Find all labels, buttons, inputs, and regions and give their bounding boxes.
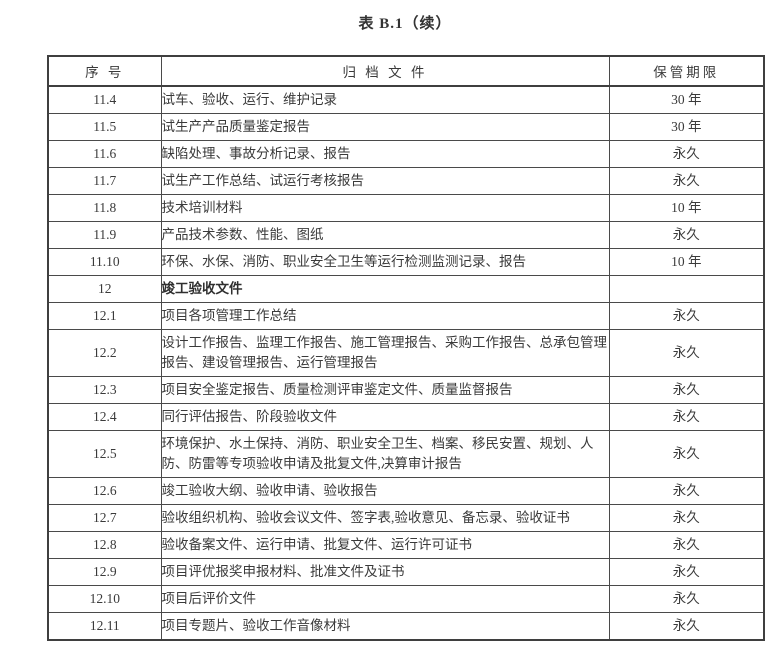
row-retention-period: 永久 [608,612,765,641]
row-document-name: 环境保护、水土保持、消防、职业安全卫生、档案、移民安置、规划、人防、防雷等专项验… [160,430,610,478]
row-document-name: 技术培训材料 [160,194,610,222]
row-document-name: 竣工验收大纲、验收申请、验收报告 [160,477,610,505]
archive-table: 序 号 归 档 文 件 保管期限 11.4 试车、验收、运行、维护记录 30 年… [47,55,765,641]
row-retention-period: 永久 [608,430,765,478]
row-document-name: 验收备案文件、运行申请、批复文件、运行许可证书 [160,531,610,559]
row-retention-period: 永久 [608,376,765,404]
table-header: 序 号 归 档 文 件 保管期限 [47,55,765,87]
row-document-name: 试生产工作总结、试运行考核报告 [160,167,610,195]
table-title: 表 B.1（续） [358,16,452,32]
row-retention-period: 永久 [608,585,765,613]
table-row: 12.10 项目后评价文件 永久 [47,585,765,613]
row-serial-number: 12.10 [47,585,162,613]
table-row: 12.1 项目各项管理工作总结 永久 [47,302,765,330]
table-row: 11.7 试生产工作总结、试运行考核报告 永久 [47,167,765,195]
table-row: 12.3 项目安全鉴定报告、质量检测评审鉴定文件、质量监督报告 永久 [47,376,765,404]
table-row: 12.4 同行评估报告、阶段验收文件 永久 [47,403,765,431]
row-serial-number: 12.1 [47,302,162,330]
row-document-name: 项目后评价文件 [160,585,610,613]
header-serial-number: 序 号 [47,55,162,87]
row-serial-number: 11.6 [47,140,162,168]
row-document-name: 项目专题片、验收工作音像材料 [160,612,610,641]
row-retention-period: 永久 [608,504,765,532]
row-document-name: 缺陷处理、事故分析记录、报告 [160,140,610,168]
row-serial-number: 12.3 [47,376,162,404]
row-serial-number: 11.5 [47,113,162,141]
row-serial-number: 11.8 [47,194,162,222]
table-row: 12.6 竣工验收大纲、验收申请、验收报告 永久 [47,477,765,505]
row-document-name: 项目安全鉴定报告、质量检测评审鉴定文件、质量监督报告 [160,376,610,404]
row-serial-number: 11.9 [47,221,162,249]
row-document-name: 项目评优报奖申报材料、批准文件及证书 [160,558,610,586]
row-serial-number: 12.8 [47,531,162,559]
row-retention-period: 30 年 [608,113,765,141]
row-serial-number: 11.4 [47,85,162,114]
row-retention-period: 永久 [608,329,765,377]
header-retention-period: 保管期限 [608,55,765,87]
table-row: 12.2 设计工作报告、监理工作报告、施工管理报告、采购工作报告、总承包管理报告… [47,329,765,377]
row-retention-period: 永久 [608,558,765,586]
row-serial-number: 12.5 [47,430,162,478]
row-serial-number: 12.9 [47,558,162,586]
row-document-name: 环保、水保、消防、职业安全卫生等运行检测监测记录、报告 [160,248,610,276]
row-document-name: 试生产产品质量鉴定报告 [160,113,610,141]
row-serial-number: 12.2 [47,329,162,377]
table-row: 12 竣工验收文件 [47,275,765,303]
row-retention-period: 永久 [608,477,765,505]
row-serial-number: 12.6 [47,477,162,505]
row-document-name: 试车、验收、运行、维护记录 [160,85,610,114]
row-document-name: 竣工验收文件 [160,275,610,303]
row-retention-period: 永久 [608,403,765,431]
row-retention-period: 10 年 [608,248,765,276]
table-row: 11.5 试生产产品质量鉴定报告 30 年 [47,113,765,141]
header-archived-documents: 归 档 文 件 [160,55,610,87]
row-serial-number: 12 [47,275,162,303]
row-retention-period: 10 年 [608,194,765,222]
table-row: 11.6 缺陷处理、事故分析记录、报告 永久 [47,140,765,168]
row-retention-period: 永久 [608,221,765,249]
table-row: 12.9 项目评优报奖申报材料、批准文件及证书 永久 [47,558,765,586]
row-retention-period: 永久 [608,302,765,330]
row-retention-period: 永久 [608,167,765,195]
table-row: 11.4 试车、验收、运行、维护记录 30 年 [47,85,765,114]
table-row: 11.10 环保、水保、消防、职业安全卫生等运行检测监测记录、报告 10 年 [47,248,765,276]
table-row: 12.8 验收备案文件、运行申请、批复文件、运行许可证书 永久 [47,531,765,559]
table-row: 11.9 产品技术参数、性能、图纸 永久 [47,221,765,249]
header-row: 序 号 归 档 文 件 保管期限 [47,55,765,87]
table-body: 11.4 试车、验收、运行、维护记录 30 年 11.5 试生产产品质量鉴定报告… [47,85,765,641]
row-serial-number: 12.4 [47,403,162,431]
row-document-name: 验收组织机构、验收会议文件、签字表,验收意见、备忘录、验收证书 [160,504,610,532]
row-retention-period: 永久 [608,140,765,168]
table-row: 12.7 验收组织机构、验收会议文件、签字表,验收意见、备忘录、验收证书 永久 [47,504,765,532]
row-serial-number: 12.7 [47,504,162,532]
row-serial-number: 12.11 [47,612,162,641]
row-retention-period: 永久 [608,531,765,559]
row-document-name: 项目各项管理工作总结 [160,302,610,330]
row-serial-number: 11.7 [47,167,162,195]
table-row: 11.8 技术培训材料 10 年 [47,194,765,222]
row-retention-period [608,275,765,303]
row-document-name: 设计工作报告、监理工作报告、施工管理报告、采购工作报告、总承包管理报告、建设管理… [160,329,610,377]
row-retention-period: 30 年 [608,85,765,114]
table-row: 12.5 环境保护、水土保持、消防、职业安全卫生、档案、移民安置、规划、人防、防… [47,430,765,478]
row-serial-number: 11.10 [47,248,162,276]
table-row: 12.11 项目专题片、验收工作音像材料 永久 [47,612,765,641]
row-document-name: 产品技术参数、性能、图纸 [160,221,610,249]
row-document-name: 同行评估报告、阶段验收文件 [160,403,610,431]
